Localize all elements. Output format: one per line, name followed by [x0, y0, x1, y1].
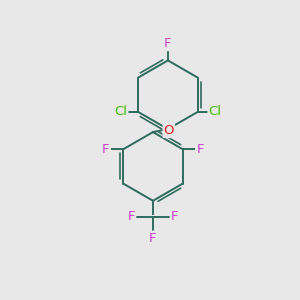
Text: O: O — [164, 124, 174, 137]
Text: F: F — [171, 210, 178, 223]
Text: F: F — [196, 143, 204, 156]
Text: Cl: Cl — [114, 105, 128, 119]
Text: F: F — [164, 37, 172, 50]
Text: F: F — [149, 232, 157, 244]
Text: F: F — [102, 143, 110, 156]
Text: Cl: Cl — [208, 105, 221, 119]
Text: F: F — [128, 210, 135, 223]
